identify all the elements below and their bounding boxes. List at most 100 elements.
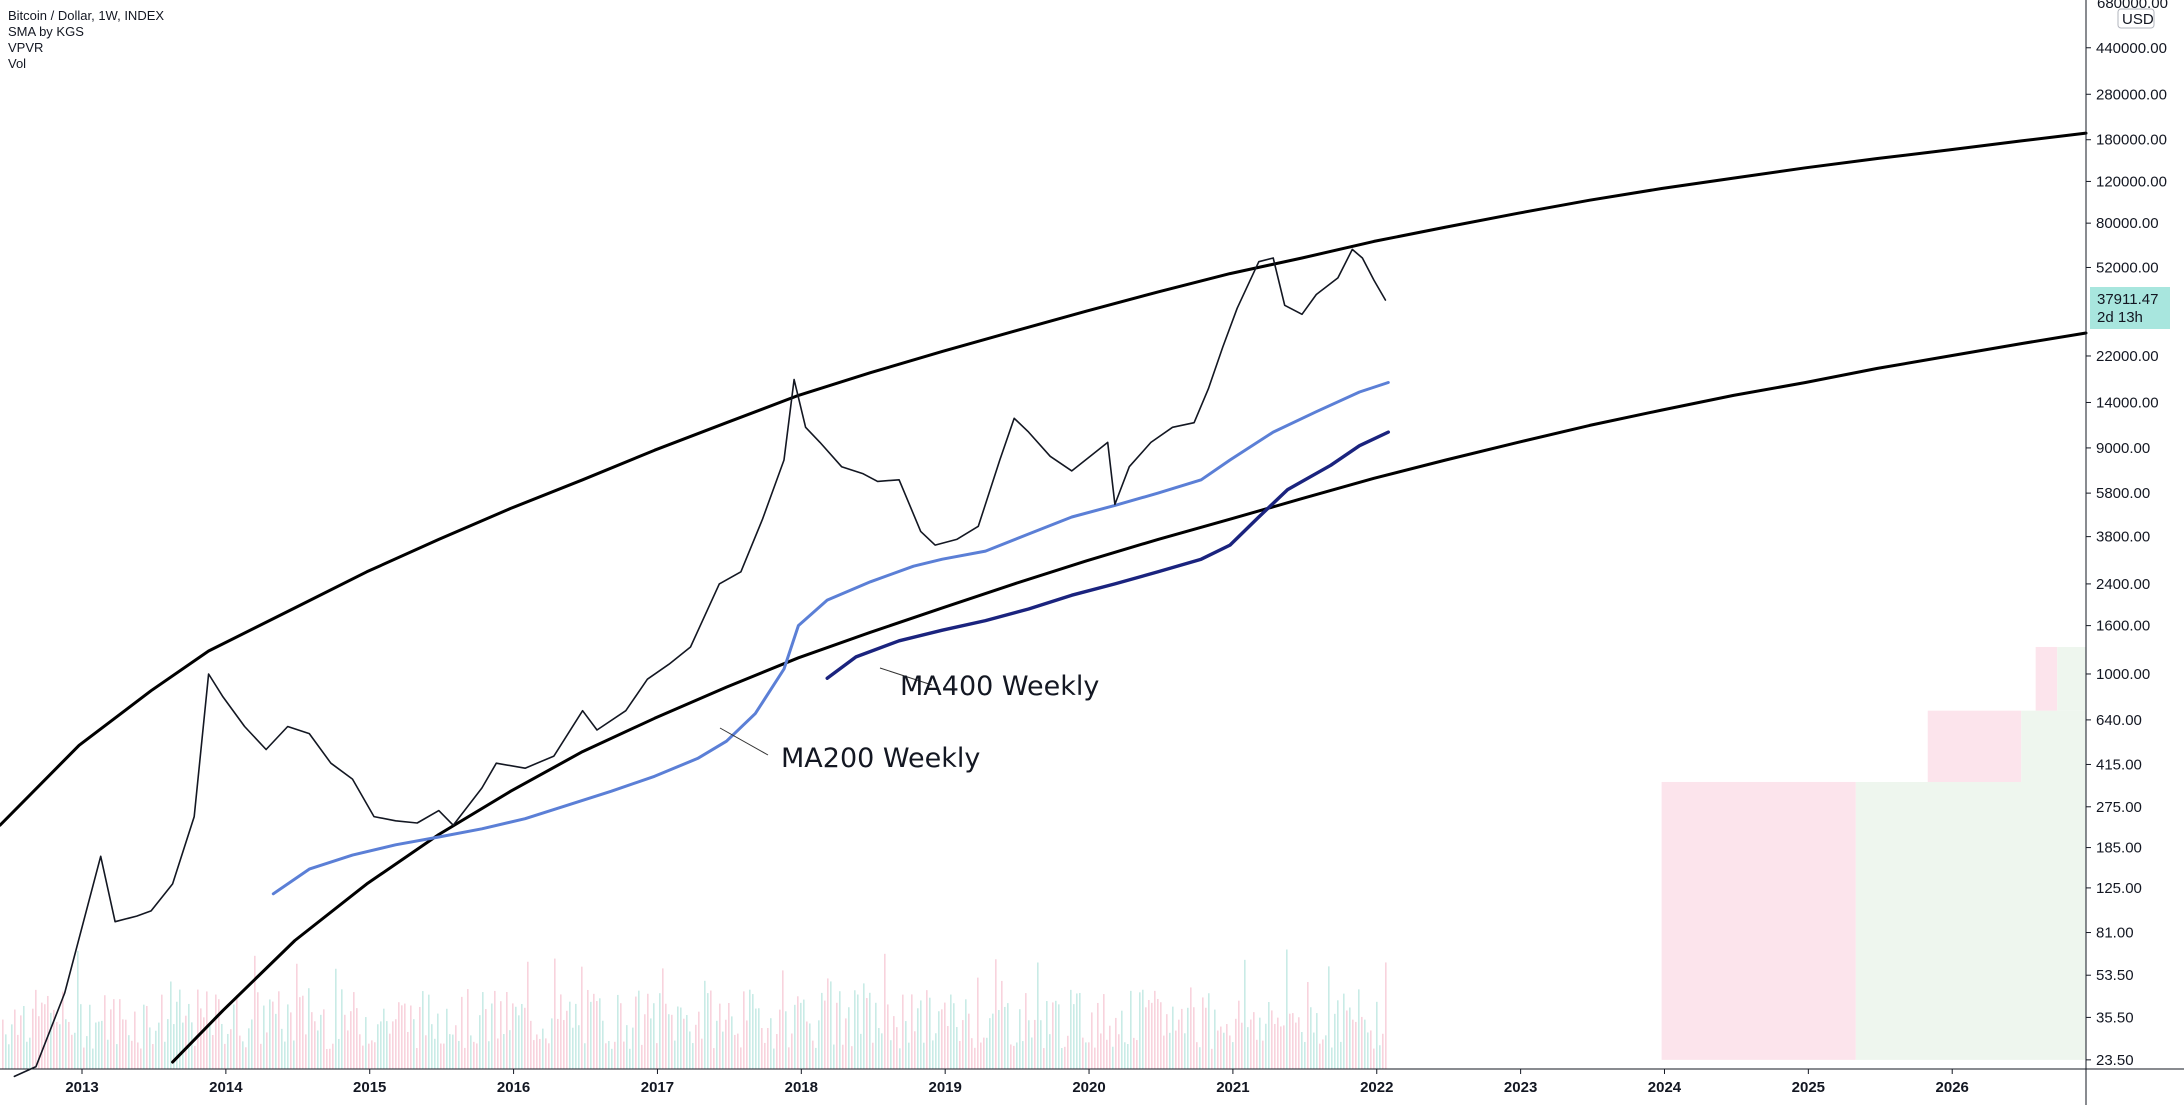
- volume-bar: [746, 1020, 748, 1069]
- volume-bar: [668, 1014, 670, 1069]
- volume-bar: [1091, 1012, 1093, 1069]
- time-tick-label: 2019: [928, 1079, 961, 1096]
- volume-bar: [1376, 1001, 1378, 1069]
- volume-bar: [611, 1048, 613, 1069]
- volume-bar: [803, 999, 805, 1069]
- volume-bar: [86, 1036, 88, 1069]
- volume-bar: [1166, 1014, 1168, 1069]
- volume-bar: [284, 1041, 286, 1069]
- vpvr-buy-block: [1855, 781, 2086, 1060]
- currency-badge[interactable]: [2117, 8, 2155, 29]
- volume-bar: [125, 1019, 127, 1069]
- volume-bar: [95, 1022, 97, 1069]
- price-tick-label: 22000.00: [2096, 348, 2159, 365]
- volume-bar: [260, 1043, 262, 1069]
- volume-bar: [38, 1016, 40, 1069]
- volume-bar: [1085, 1042, 1087, 1069]
- volume-bar: [1328, 966, 1330, 1069]
- legend-indicator-sma[interactable]: SMA by KGS: [8, 24, 84, 39]
- volume-bar: [761, 1028, 763, 1069]
- volume-bar: [527, 961, 529, 1069]
- last-price-badge: [2090, 287, 2170, 329]
- volume-bar: [680, 1007, 682, 1069]
- chart-legend: Bitcoin / Dollar, 1W, INDEX SMA by KGS V…: [8, 8, 164, 72]
- vpvr-sell-block: [1927, 710, 2022, 782]
- last-price-value: 37911.47: [2097, 291, 2158, 308]
- volume-bar: [47, 995, 49, 1069]
- volume-bar: [1223, 1032, 1225, 1069]
- volume-bar: [1022, 1041, 1024, 1069]
- volume-bar: [1100, 1033, 1102, 1069]
- volume-bar: [1289, 1013, 1291, 1069]
- volume-bar: [1034, 1019, 1036, 1069]
- volume-bar: [815, 1047, 817, 1069]
- legend-indicator-vpvr[interactable]: VPVR: [8, 40, 44, 55]
- volume-bar: [383, 1008, 385, 1069]
- volume-bar: [992, 1013, 994, 1069]
- volume-bar: [1382, 1033, 1384, 1069]
- volume-bar: [269, 999, 271, 1069]
- volume-bar: [1346, 1010, 1348, 1069]
- price-tick-label: 35.50: [2096, 1009, 2134, 1026]
- volume-bar: [11, 1024, 13, 1069]
- volume-bar: [62, 991, 64, 1069]
- volume-bar: [1259, 1017, 1261, 1069]
- volume-bar: [827, 978, 829, 1069]
- volume-bar: [32, 1008, 34, 1069]
- volume-bar: [941, 1009, 943, 1069]
- price-tick-label: 81.00: [2096, 925, 2134, 942]
- time-axis[interactable]: 2013 2014 2015 2016 2017 2018 2019 2020 2021 2022…: [65, 1069, 1969, 1096]
- time-tick-label: 2024: [1648, 1079, 1682, 1096]
- volume-bar: [155, 1030, 157, 1069]
- volume-bar: [647, 993, 649, 1069]
- volume-bar: [857, 994, 859, 1069]
- volume-bar: [1319, 1043, 1321, 1069]
- legend-indicator-vol[interactable]: Vol: [8, 56, 27, 71]
- volume-bar: [587, 989, 589, 1069]
- volume-bar: [521, 1003, 523, 1069]
- volume-bar: [665, 1003, 667, 1069]
- time-tick-label: 2016: [497, 1079, 530, 1096]
- volume-bar: [590, 1001, 592, 1069]
- volume-bar: [866, 998, 868, 1069]
- volume-bar: [731, 1016, 733, 1069]
- volume-bar: [1253, 1012, 1255, 1069]
- volume-bar: [224, 1043, 226, 1069]
- volume-bar: [74, 1032, 76, 1069]
- volume-bar: [1196, 1042, 1198, 1069]
- volume-bar: [80, 1004, 82, 1069]
- price-tick-label: 640.00: [2096, 712, 2142, 729]
- volume-bar: [371, 1040, 373, 1069]
- volume-bar: [533, 1040, 535, 1069]
- volume-bar: [386, 1021, 388, 1069]
- volume-bar: [671, 1014, 673, 1069]
- volume-bar: [362, 1045, 364, 1069]
- volume-bar: [548, 1043, 550, 1069]
- time-tick-label: 2020: [1072, 1079, 1105, 1096]
- volume-bar: [68, 1021, 70, 1069]
- volume-bar: [536, 1034, 538, 1069]
- volume-bar: [485, 1009, 487, 1069]
- volume-bar: [53, 1009, 55, 1069]
- volume-bar: [41, 1002, 43, 1069]
- price-axis[interactable]: 440000.00 280000.00 180000.00 120000.00 8000…: [2086, 40, 2167, 1069]
- volume-bar: [464, 1047, 466, 1069]
- volume-bar: [398, 1002, 400, 1069]
- volume-bar: [137, 1042, 139, 1069]
- volume-bar: [335, 968, 337, 1069]
- volume-bar: [1049, 1034, 1051, 1069]
- volume-bar: [656, 1043, 658, 1069]
- volume-bar: [824, 1000, 826, 1069]
- volume-bar: [725, 1019, 727, 1069]
- volume-bar: [998, 1010, 1000, 1069]
- volume-bar: [1184, 1033, 1186, 1069]
- bar-countdown: 2d 13h: [2097, 309, 2143, 326]
- volume-bar: [1283, 1025, 1285, 1069]
- volume-bar: [218, 999, 220, 1069]
- legend-symbol[interactable]: Bitcoin / Dollar, 1W, INDEX: [8, 8, 165, 23]
- volume-bar: [35, 989, 37, 1069]
- volume-bar: [1013, 1045, 1015, 1069]
- volume-bar: [167, 1019, 169, 1069]
- volume-bar: [1256, 1039, 1258, 1069]
